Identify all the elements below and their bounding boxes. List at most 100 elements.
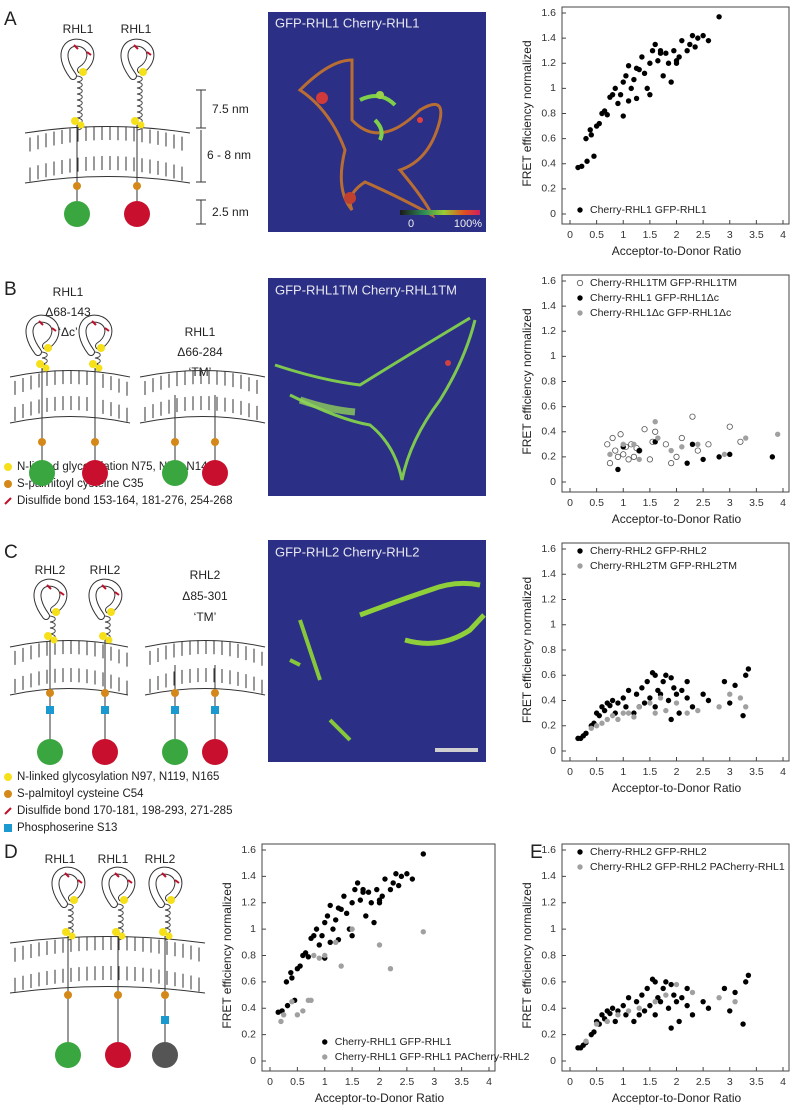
data-point	[644, 985, 650, 992]
data-point	[289, 975, 295, 981]
phosphoserine	[211, 706, 219, 714]
x-tick-label: 4	[780, 766, 786, 778]
data-point	[663, 992, 669, 998]
data-point	[294, 1012, 301, 1018]
data-point	[740, 1021, 746, 1027]
data-point	[583, 135, 589, 142]
legend-label: Cherry-RHL2 GFP-RHL2	[590, 545, 707, 557]
x-tick-label: 3.5	[749, 497, 764, 509]
data-point	[371, 919, 377, 926]
y-tick-label: 0.4	[541, 158, 556, 170]
data-point	[601, 707, 608, 714]
x-axis-title: Acceptor-to-Donor Ratio	[612, 1091, 742, 1105]
data-point	[649, 47, 656, 54]
legend-text: N-linked glycosylation N97, N119, N165	[17, 771, 219, 783]
data-point	[647, 1002, 653, 1009]
data-point	[365, 889, 372, 895]
data-point	[721, 678, 728, 685]
data-point	[700, 691, 706, 697]
data-point	[663, 672, 669, 678]
data-point	[668, 981, 674, 988]
protein	[202, 395, 228, 486]
x-tick-label: 1.5	[643, 229, 658, 241]
glycosylation	[52, 608, 60, 616]
glycosylation	[42, 364, 50, 372]
data-point	[390, 880, 396, 886]
construct-range: Δ68-143	[45, 305, 91, 319]
data-point	[311, 933, 317, 939]
data-point	[596, 120, 602, 127]
data-point	[631, 710, 637, 716]
data-point	[663, 50, 669, 56]
data-point	[705, 1005, 712, 1011]
data-point	[679, 37, 685, 44]
data-point	[623, 1012, 629, 1018]
y-axis-title: FRET efficiency normalized	[520, 577, 534, 723]
data-point	[376, 900, 383, 906]
panel-label: B	[4, 279, 17, 300]
data-point	[607, 702, 613, 709]
data-point	[657, 47, 664, 54]
data-point	[614, 453, 622, 460]
legend-marker	[577, 849, 583, 855]
data-point	[689, 704, 696, 710]
data-point	[609, 697, 616, 704]
legend-label: Cherry-RHL1 GFP-RHL1	[590, 204, 707, 216]
data-point	[668, 1025, 674, 1031]
legend-text: S-palmitoyl cysteine C54	[17, 788, 144, 800]
data-point	[322, 952, 328, 959]
data-point	[662, 441, 669, 448]
fluorophore	[162, 739, 188, 765]
data-point	[398, 873, 405, 880]
data-point	[308, 997, 314, 1004]
data-point	[652, 428, 659, 435]
legend-label: Cherry-RHL2 GFP-RHL2	[590, 846, 707, 858]
protein	[162, 395, 188, 486]
scatter-chart: 0 0.2 0.4 0.6 0.8 1 1.2 1.4 1.6 0 0.5 1 1.5 2 2.5 3 3.5 4…	[220, 843, 530, 1105]
x-tick-label: 0.5	[290, 1076, 305, 1088]
data-point	[302, 950, 309, 956]
data-point	[689, 441, 696, 448]
data-point	[774, 431, 781, 437]
y-tick-label: 0.2	[541, 720, 556, 732]
legend-icon	[4, 790, 12, 798]
data-point	[609, 712, 616, 719]
data-point	[374, 886, 380, 893]
data-point	[660, 985, 666, 992]
data-point	[684, 710, 690, 716]
data-point	[663, 707, 669, 714]
legend-marker	[577, 563, 583, 569]
data-point	[676, 710, 682, 716]
x-tick-label: 3	[727, 1076, 733, 1088]
y-tick-label: 1.6	[541, 7, 556, 19]
data-point	[727, 700, 733, 706]
membrane	[144, 640, 266, 696]
data-point	[745, 666, 752, 672]
construct-name: RHL2	[190, 568, 221, 582]
diagrams	[9, 38, 266, 1068]
x-tick-label: 4	[780, 1076, 786, 1088]
data-point	[625, 456, 632, 463]
glycosylation	[71, 117, 79, 125]
panel-label: C	[4, 542, 18, 563]
x-tick-label: 2	[377, 1076, 383, 1088]
data-point	[376, 942, 383, 948]
fluorophore	[37, 739, 63, 765]
data-point	[360, 886, 366, 893]
protein-label: RHL2	[35, 563, 66, 577]
y-tick-label: 0	[550, 208, 556, 220]
glycosylation	[36, 360, 44, 368]
legend-label: Cherry-RHL2TM GFP-RHL2TM	[590, 560, 737, 572]
data-point	[743, 704, 749, 710]
panel-label: D	[4, 842, 18, 863]
y-tick-label: 1.2	[541, 897, 556, 909]
microscopy-image	[268, 540, 486, 762]
data-point	[671, 685, 677, 691]
data-point	[743, 979, 749, 985]
data-point	[647, 91, 653, 98]
disulfide	[161, 872, 180, 884]
data-point	[655, 687, 661, 694]
protein-label: RHL2	[145, 852, 176, 866]
protein-label: RHL1	[63, 22, 94, 36]
